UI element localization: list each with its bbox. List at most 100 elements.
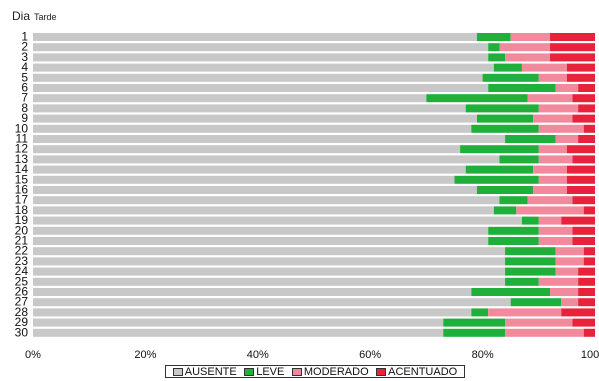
bar-day-5-moderado <box>538 73 567 82</box>
bar-day-8-leve <box>465 104 539 113</box>
day-label-1: 1 <box>21 30 28 44</box>
y-axis-title: Dia Tarde <box>12 9 57 23</box>
bar-day-7-leve <box>426 94 528 103</box>
bar-day-7-acentuado <box>572 94 595 103</box>
day-label-3: 3 <box>21 50 28 64</box>
day-label-4: 4 <box>21 60 28 74</box>
bar-day-11-moderado <box>555 135 579 143</box>
bar-day-6-acentuado <box>578 84 595 92</box>
bar-day-14-acentuado <box>566 165 595 174</box>
bar-day-28-moderado <box>488 308 562 317</box>
bar-day-29-ausente <box>33 318 444 327</box>
bar-day-19-acentuado <box>561 216 595 225</box>
bar-day-23-leve <box>505 257 556 266</box>
day-label-7: 7 <box>21 91 28 105</box>
y-axis-title-text: Dia <box>12 9 31 23</box>
legend-swatch-moderado <box>291 367 302 376</box>
bar-day-3-leve <box>488 53 506 62</box>
bar-day-13-moderado <box>538 155 573 164</box>
bar-day-22-moderado <box>555 247 584 256</box>
bar-day-17-acentuado <box>572 196 595 205</box>
bar-day-24-acentuado <box>578 267 595 276</box>
bar-day-8-ausente <box>33 104 466 113</box>
bar-day-9-ausente <box>33 114 477 123</box>
bar-day-18-leve <box>493 206 517 215</box>
bar-day-27-moderado <box>561 298 579 307</box>
bar-day-20-leve <box>488 226 539 235</box>
bar-day-2-ausente <box>33 43 489 52</box>
day-label-19: 19 <box>15 213 29 227</box>
day-label-8: 8 <box>21 101 28 115</box>
bar-day-29-leve <box>443 318 506 327</box>
bar-day-11-ausente <box>33 135 506 143</box>
legend-label-leve: LEVE <box>256 365 285 378</box>
bar-day-6-moderado <box>555 84 579 92</box>
bar-day-11-leve <box>505 135 556 143</box>
bar-day-15-acentuado <box>566 175 595 184</box>
bar-day-21-moderado <box>538 237 573 245</box>
bar-day-15-ausente <box>33 175 455 184</box>
day-label-10: 10 <box>15 121 29 135</box>
bar-day-6-ausente <box>33 84 489 92</box>
day-label-30: 30 <box>15 325 29 339</box>
bar-day-18-acentuado <box>583 206 595 215</box>
bar-day-3-ausente <box>33 53 489 62</box>
bar-day-18-ausente <box>33 206 494 215</box>
bar-day-7-ausente <box>33 94 427 103</box>
legend-label-acentuado: ACENTUADO <box>388 365 458 378</box>
bar-day-24-ausente <box>33 267 506 276</box>
legend-label-ausente: AUSENTE <box>184 365 237 378</box>
bar-day-28-acentuado <box>561 308 595 317</box>
day-label-12: 12 <box>15 142 29 156</box>
bar-day-22-ausente <box>33 247 506 256</box>
bar-day-4-moderado <box>521 63 567 72</box>
bar-day-7-moderado <box>527 94 573 103</box>
legend-item-leve: LEVE <box>244 366 284 378</box>
bar-day-4-leve <box>493 63 522 72</box>
day-label-18: 18 <box>15 203 29 217</box>
day-label-6: 6 <box>21 81 28 95</box>
bar-day-5-acentuado <box>566 73 595 82</box>
day-label-5: 5 <box>21 70 28 84</box>
bar-day-19-ausente <box>33 216 522 225</box>
day-label-20: 20 <box>15 223 29 237</box>
bar-day-1-ausente <box>33 33 477 41</box>
legend-swatch-ausente <box>172 367 183 376</box>
legend-label-moderado: MODERADO <box>303 365 369 378</box>
day-label-26: 26 <box>15 285 29 299</box>
legend-swatch-leve <box>244 367 255 376</box>
bar-day-8-moderado <box>538 104 579 113</box>
day-label-27: 27 <box>15 295 29 309</box>
bar-day-4-ausente <box>33 63 494 72</box>
day-label-13: 13 <box>15 152 29 166</box>
day-label-9: 9 <box>21 111 28 125</box>
bar-day-3-acentuado <box>550 53 595 62</box>
day-label-29: 29 <box>15 315 29 329</box>
bar-day-10-acentuado <box>583 124 595 133</box>
bar-day-5-ausente <box>33 73 483 82</box>
bar-day-27-leve <box>510 298 562 307</box>
bar-day-16-moderado <box>533 186 567 194</box>
bar-day-16-acentuado <box>566 186 595 194</box>
bar-day-2-acentuado <box>550 43 595 52</box>
x-tick-label-4: 80% <box>472 349 494 361</box>
bar-day-27-ausente <box>33 298 511 307</box>
bar-day-3-moderado <box>505 53 551 62</box>
bar-day-22-leve <box>505 247 556 256</box>
day-label-15: 15 <box>15 172 29 186</box>
bar-day-17-ausente <box>33 196 500 205</box>
bar-day-15-leve <box>454 175 539 184</box>
bar-day-11-acentuado <box>578 135 595 143</box>
x-tick-label-3: 60% <box>359 349 381 361</box>
bar-day-20-acentuado <box>572 226 595 235</box>
bar-day-18-moderado <box>516 206 584 215</box>
bar-day-4-acentuado <box>566 63 595 72</box>
x-tick-label-2: 40% <box>247 349 269 361</box>
bar-day-26-acentuado <box>578 288 595 296</box>
bar-day-12-moderado <box>538 145 567 154</box>
bar-day-13-ausente <box>33 155 500 164</box>
day-label-25: 25 <box>15 274 29 288</box>
bar-day-22-acentuado <box>583 247 595 256</box>
bar-day-17-leve <box>499 196 528 205</box>
